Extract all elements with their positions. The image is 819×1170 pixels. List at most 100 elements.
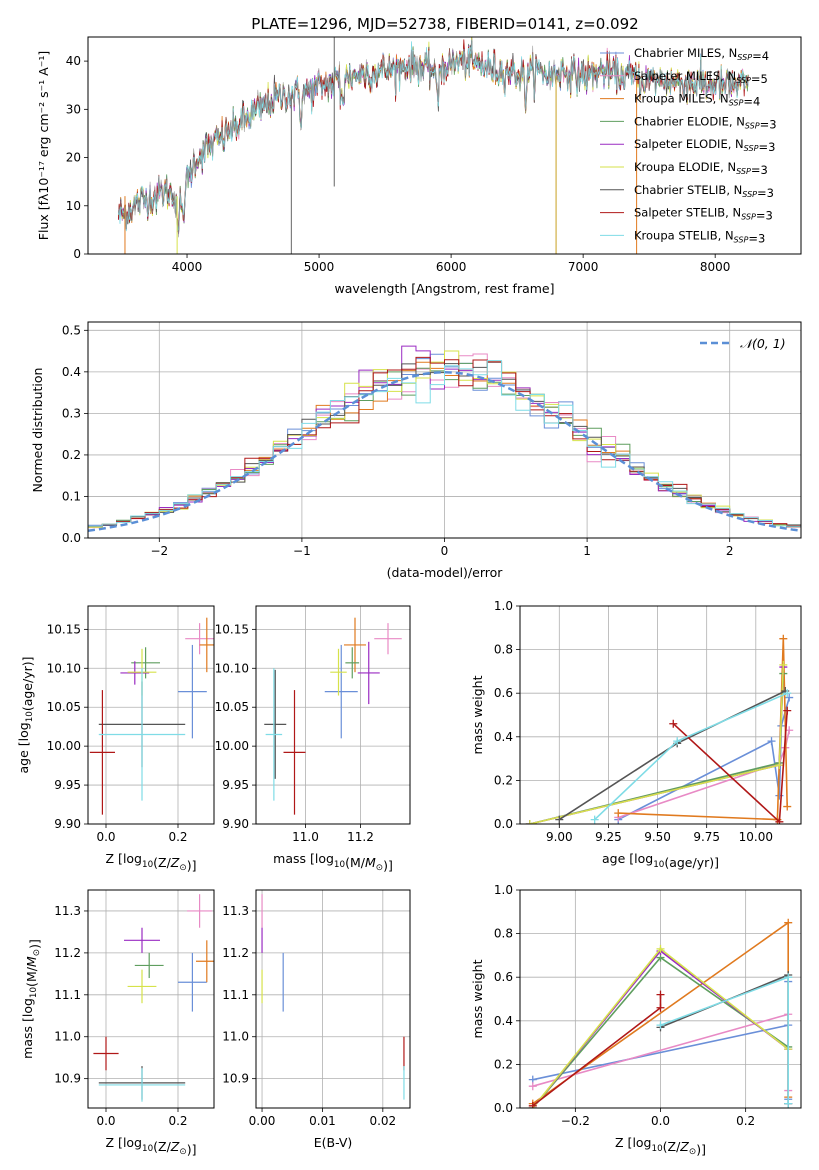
weight-marker bbox=[779, 660, 788, 669]
axes-frame bbox=[519, 605, 802, 825]
axes-frame bbox=[255, 605, 411, 825]
x-tick-label: 0.2 bbox=[168, 1114, 187, 1128]
y-tick-label: 11.1 bbox=[54, 988, 81, 1002]
spectrum-line bbox=[118, 37, 749, 232]
y-tick-label: 11.1 bbox=[222, 988, 249, 1002]
residuals-panel: −2 −1 0 1 2 0.0 0.1 0.2 0.3 0.4 0.5 (data-model)/er… bbox=[30, 321, 802, 580]
y-tick-label: 1.0 bbox=[494, 599, 513, 613]
y-tick-label: 30 bbox=[66, 102, 81, 116]
y-tick-label: 0.4 bbox=[494, 730, 513, 744]
axes-frame bbox=[255, 889, 411, 1109]
y-tick-label: 9.95 bbox=[222, 778, 249, 792]
y-tick-label: 0.2 bbox=[494, 773, 513, 787]
errorbar-point bbox=[98, 1068, 186, 1102]
weight-line bbox=[529, 673, 785, 824]
errorbar-point bbox=[185, 623, 214, 655]
x-tick-label: 4000 bbox=[172, 260, 203, 274]
y-axis-label: mass weight bbox=[470, 959, 485, 1038]
x-axis-label: Z [log10(Z/Z⊙)] bbox=[106, 1135, 197, 1157]
errorbar-point bbox=[98, 668, 186, 801]
axes-frame bbox=[87, 36, 802, 255]
axes-frame bbox=[87, 605, 215, 825]
errorbar-point bbox=[120, 661, 150, 685]
x-tick-label: −1 bbox=[293, 544, 311, 558]
histogram-step bbox=[88, 356, 801, 538]
spectrum-lines bbox=[118, 37, 749, 254]
weight-line bbox=[618, 730, 790, 819]
errorbar-point bbox=[131, 647, 160, 679]
axes-frame bbox=[519, 889, 802, 1109]
x-tick-label: 9.00 bbox=[546, 830, 573, 844]
observed-spectrum-line bbox=[118, 39, 749, 238]
legend-entry: Kroupa MILES, NSSP=4 bbox=[634, 92, 760, 109]
x-axis-label: E(B-V) bbox=[314, 1135, 353, 1150]
legend-entry: 𝒩(0, 1) bbox=[740, 336, 786, 351]
x-tick-label: 8000 bbox=[700, 260, 731, 274]
x-tick-label: 0.2 bbox=[168, 830, 187, 844]
x-tick-label: 7000 bbox=[568, 260, 599, 274]
weight-marker bbox=[783, 706, 792, 715]
y-axis-label: mass [log10(M/M⊙)] bbox=[20, 939, 42, 1059]
weight-marker bbox=[614, 809, 623, 818]
spectrum-legend: Chabrier MILES, NSSP=4 Salpeter MILES, NS… bbox=[600, 46, 777, 245]
y-tick-label: 0.3 bbox=[62, 406, 81, 420]
x-tick-label: 11.0 bbox=[292, 830, 319, 844]
y-axis-label: Normed distribution bbox=[30, 368, 45, 493]
axes-frame bbox=[87, 321, 802, 539]
y-tick-label: 40 bbox=[66, 54, 81, 68]
y-tick-label: 10.10 bbox=[215, 661, 249, 675]
y-tick-label: 0 bbox=[73, 247, 81, 261]
y-tick-label: 9.90 bbox=[54, 817, 81, 831]
y-tick-label: 0.0 bbox=[62, 531, 81, 545]
spectrum-line bbox=[118, 39, 749, 227]
errorbar-point bbox=[265, 668, 283, 801]
y-tick-label: 11.3 bbox=[222, 904, 249, 918]
errorbar-point bbox=[124, 927, 160, 953]
weight-marker bbox=[656, 990, 665, 999]
y-tick-label: 0.5 bbox=[62, 323, 81, 337]
x-tick-label: −2 bbox=[150, 544, 168, 558]
residuals-legend: 𝒩(0, 1) bbox=[700, 336, 786, 351]
weight-line bbox=[558, 690, 786, 821]
errorbar-point bbox=[187, 894, 213, 928]
y-tick-label: 10.15 bbox=[215, 622, 249, 636]
weight-marker bbox=[555, 815, 564, 824]
errorbar-point bbox=[283, 690, 306, 815]
weight-marker bbox=[784, 1099, 793, 1108]
histogram-group bbox=[88, 345, 801, 538]
y-tick-label: 11.0 bbox=[54, 1030, 81, 1044]
y-tick-label: 11.2 bbox=[222, 946, 249, 960]
legend-entry: Kroupa ELODIE, NSSP=3 bbox=[634, 160, 768, 177]
y-axis-label: age [log10(age/yr)] bbox=[16, 656, 35, 773]
y-tick-label: 10.9 bbox=[222, 1072, 249, 1086]
weight-marker bbox=[656, 944, 665, 953]
errorbar-group bbox=[261, 894, 405, 1100]
axes-frame bbox=[87, 889, 215, 1109]
x-tick-label: 0 bbox=[441, 544, 449, 558]
x-tick-label: 11.2 bbox=[347, 830, 374, 844]
x-tick-label: −0.2 bbox=[561, 1114, 590, 1128]
x-tick-label: 0.01 bbox=[309, 1114, 336, 1128]
legend-entry: Chabrier MILES, NSSP=4 bbox=[634, 46, 769, 63]
errorbar-point bbox=[196, 940, 214, 983]
x-tick-label: 0.0 bbox=[96, 830, 115, 844]
x-tick-label: 0.02 bbox=[369, 1114, 396, 1128]
y-tick-label: 0.8 bbox=[494, 927, 513, 941]
histogram-step bbox=[88, 360, 801, 538]
x-axis-label: age [log10(age/yr)] bbox=[602, 851, 719, 870]
errorbar-point bbox=[89, 690, 115, 815]
errorbar-group bbox=[93, 894, 214, 1102]
weight-marker bbox=[783, 689, 792, 698]
weight-marker bbox=[783, 802, 792, 811]
y-tick-label: 10.05 bbox=[215, 700, 249, 714]
y-tick-label: 0.1 bbox=[62, 489, 81, 503]
x-tick-label: 6000 bbox=[436, 260, 467, 274]
figure-title: PLATE=1296, MJD=52738, FIBERID=0141, z=0… bbox=[251, 15, 638, 33]
x-axis-label: (data-model)/error bbox=[387, 565, 504, 580]
errorbar-group bbox=[89, 617, 214, 815]
errorbar-point bbox=[344, 617, 366, 673]
x-tick-label: 0.00 bbox=[249, 1114, 276, 1128]
errorbar-point bbox=[178, 952, 207, 1012]
y-tick-label: 10.15 bbox=[47, 622, 81, 636]
